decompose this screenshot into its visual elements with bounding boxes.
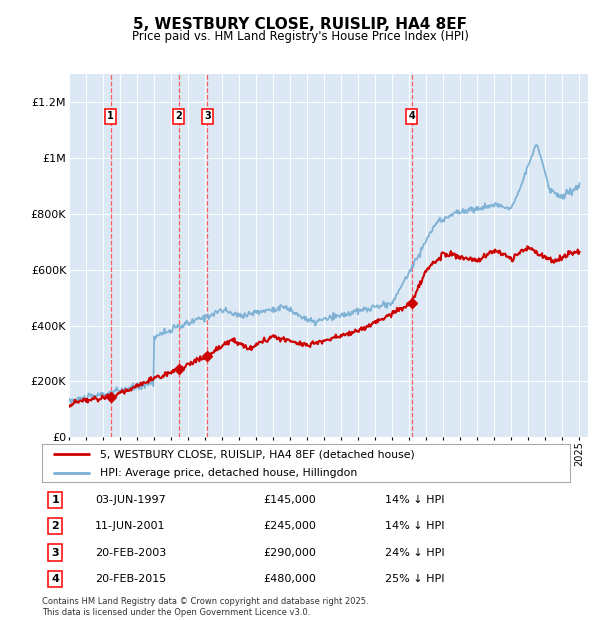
Text: 3: 3 bbox=[204, 111, 211, 122]
Text: 4: 4 bbox=[408, 111, 415, 122]
Text: 5, WESTBURY CLOSE, RUISLIP, HA4 8EF: 5, WESTBURY CLOSE, RUISLIP, HA4 8EF bbox=[133, 17, 467, 32]
Text: 20-FEB-2015: 20-FEB-2015 bbox=[95, 574, 166, 584]
Text: 3: 3 bbox=[52, 547, 59, 557]
Text: 25% ↓ HPI: 25% ↓ HPI bbox=[385, 574, 445, 584]
Text: 5, WESTBURY CLOSE, RUISLIP, HA4 8EF (detached house): 5, WESTBURY CLOSE, RUISLIP, HA4 8EF (det… bbox=[100, 450, 415, 459]
Text: 20-FEB-2003: 20-FEB-2003 bbox=[95, 547, 166, 557]
Text: Contains HM Land Registry data © Crown copyright and database right 2025.
This d: Contains HM Land Registry data © Crown c… bbox=[42, 598, 368, 617]
Text: £245,000: £245,000 bbox=[264, 521, 317, 531]
Text: 1: 1 bbox=[107, 111, 114, 122]
Text: 2: 2 bbox=[52, 521, 59, 531]
Text: 1: 1 bbox=[52, 495, 59, 505]
Text: HPI: Average price, detached house, Hillingdon: HPI: Average price, detached house, Hill… bbox=[100, 467, 358, 478]
Text: Price paid vs. HM Land Registry's House Price Index (HPI): Price paid vs. HM Land Registry's House … bbox=[131, 30, 469, 43]
Text: £145,000: £145,000 bbox=[264, 495, 317, 505]
Text: 4: 4 bbox=[51, 574, 59, 584]
Text: 11-JUN-2001: 11-JUN-2001 bbox=[95, 521, 166, 531]
Text: 03-JUN-1997: 03-JUN-1997 bbox=[95, 495, 166, 505]
Text: £290,000: £290,000 bbox=[264, 547, 317, 557]
Text: 2: 2 bbox=[175, 111, 182, 122]
Text: £480,000: £480,000 bbox=[264, 574, 317, 584]
Text: 14% ↓ HPI: 14% ↓ HPI bbox=[385, 521, 445, 531]
Text: 24% ↓ HPI: 24% ↓ HPI bbox=[385, 547, 445, 557]
Text: 14% ↓ HPI: 14% ↓ HPI bbox=[385, 495, 445, 505]
